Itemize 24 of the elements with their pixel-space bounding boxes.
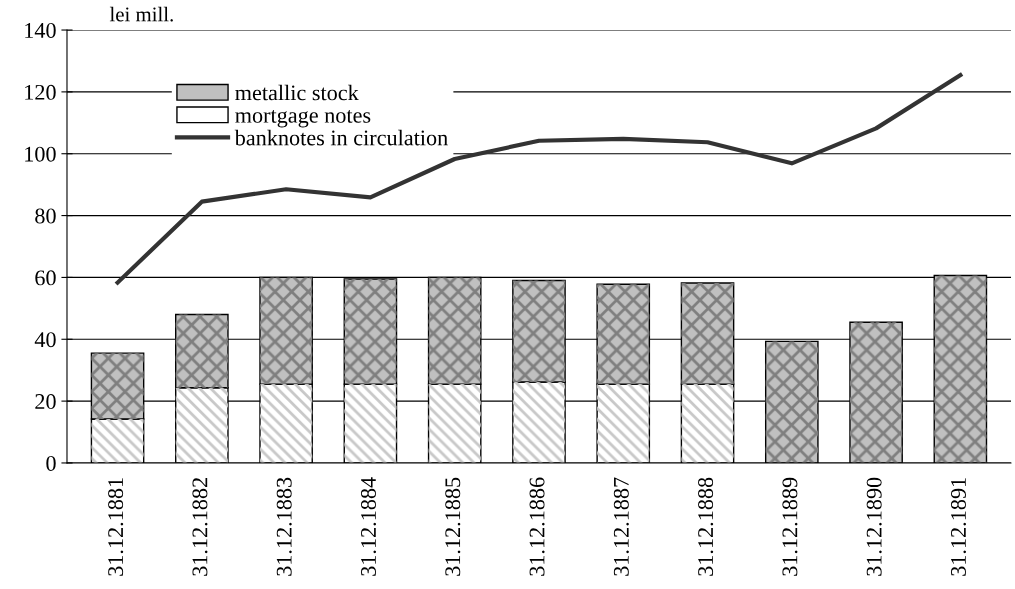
- x-tick-label: 31.12.1882: [192, 478, 208, 576]
- x-tick-label: 31.12.1885: [445, 477, 461, 576]
- y-axis-title: lei mill.: [109, 6, 173, 22]
- x-tick-label: 31.12.1890: [866, 477, 882, 576]
- x-tick-label: 31.12.1891: [950, 478, 967, 576]
- legend-label: metallic stock: [235, 84, 359, 101]
- x-tick-label: 31.12.1889: [782, 477, 798, 576]
- y-tick-label: 80: [35, 208, 56, 224]
- y-tick-label: 20: [35, 394, 56, 410]
- x-tick-label: 31.12.1887: [613, 477, 629, 576]
- y-tick-label: 0: [46, 455, 56, 471]
- y-tick-label: 40: [34, 332, 56, 348]
- y-tick-label: 60: [35, 270, 56, 286]
- x-tick-label: 31.12.1884: [360, 477, 377, 576]
- x-tick-label: 31.12.1883: [276, 477, 292, 576]
- line-series: [115, 73, 963, 285]
- legend-label: mortgage notes: [235, 110, 371, 128]
- x-tick-label: 31.12.1886: [529, 477, 545, 576]
- y-tick-label: 120: [25, 84, 56, 100]
- y-tick-label: 100: [25, 146, 56, 162]
- x-tick-label: 31.12.1881: [108, 478, 124, 576]
- x-tick-label: 31.12.1888: [698, 477, 714, 576]
- legend-label: banknotes in circulation: [234, 129, 448, 146]
- y-tick-label: 140: [25, 22, 56, 38]
